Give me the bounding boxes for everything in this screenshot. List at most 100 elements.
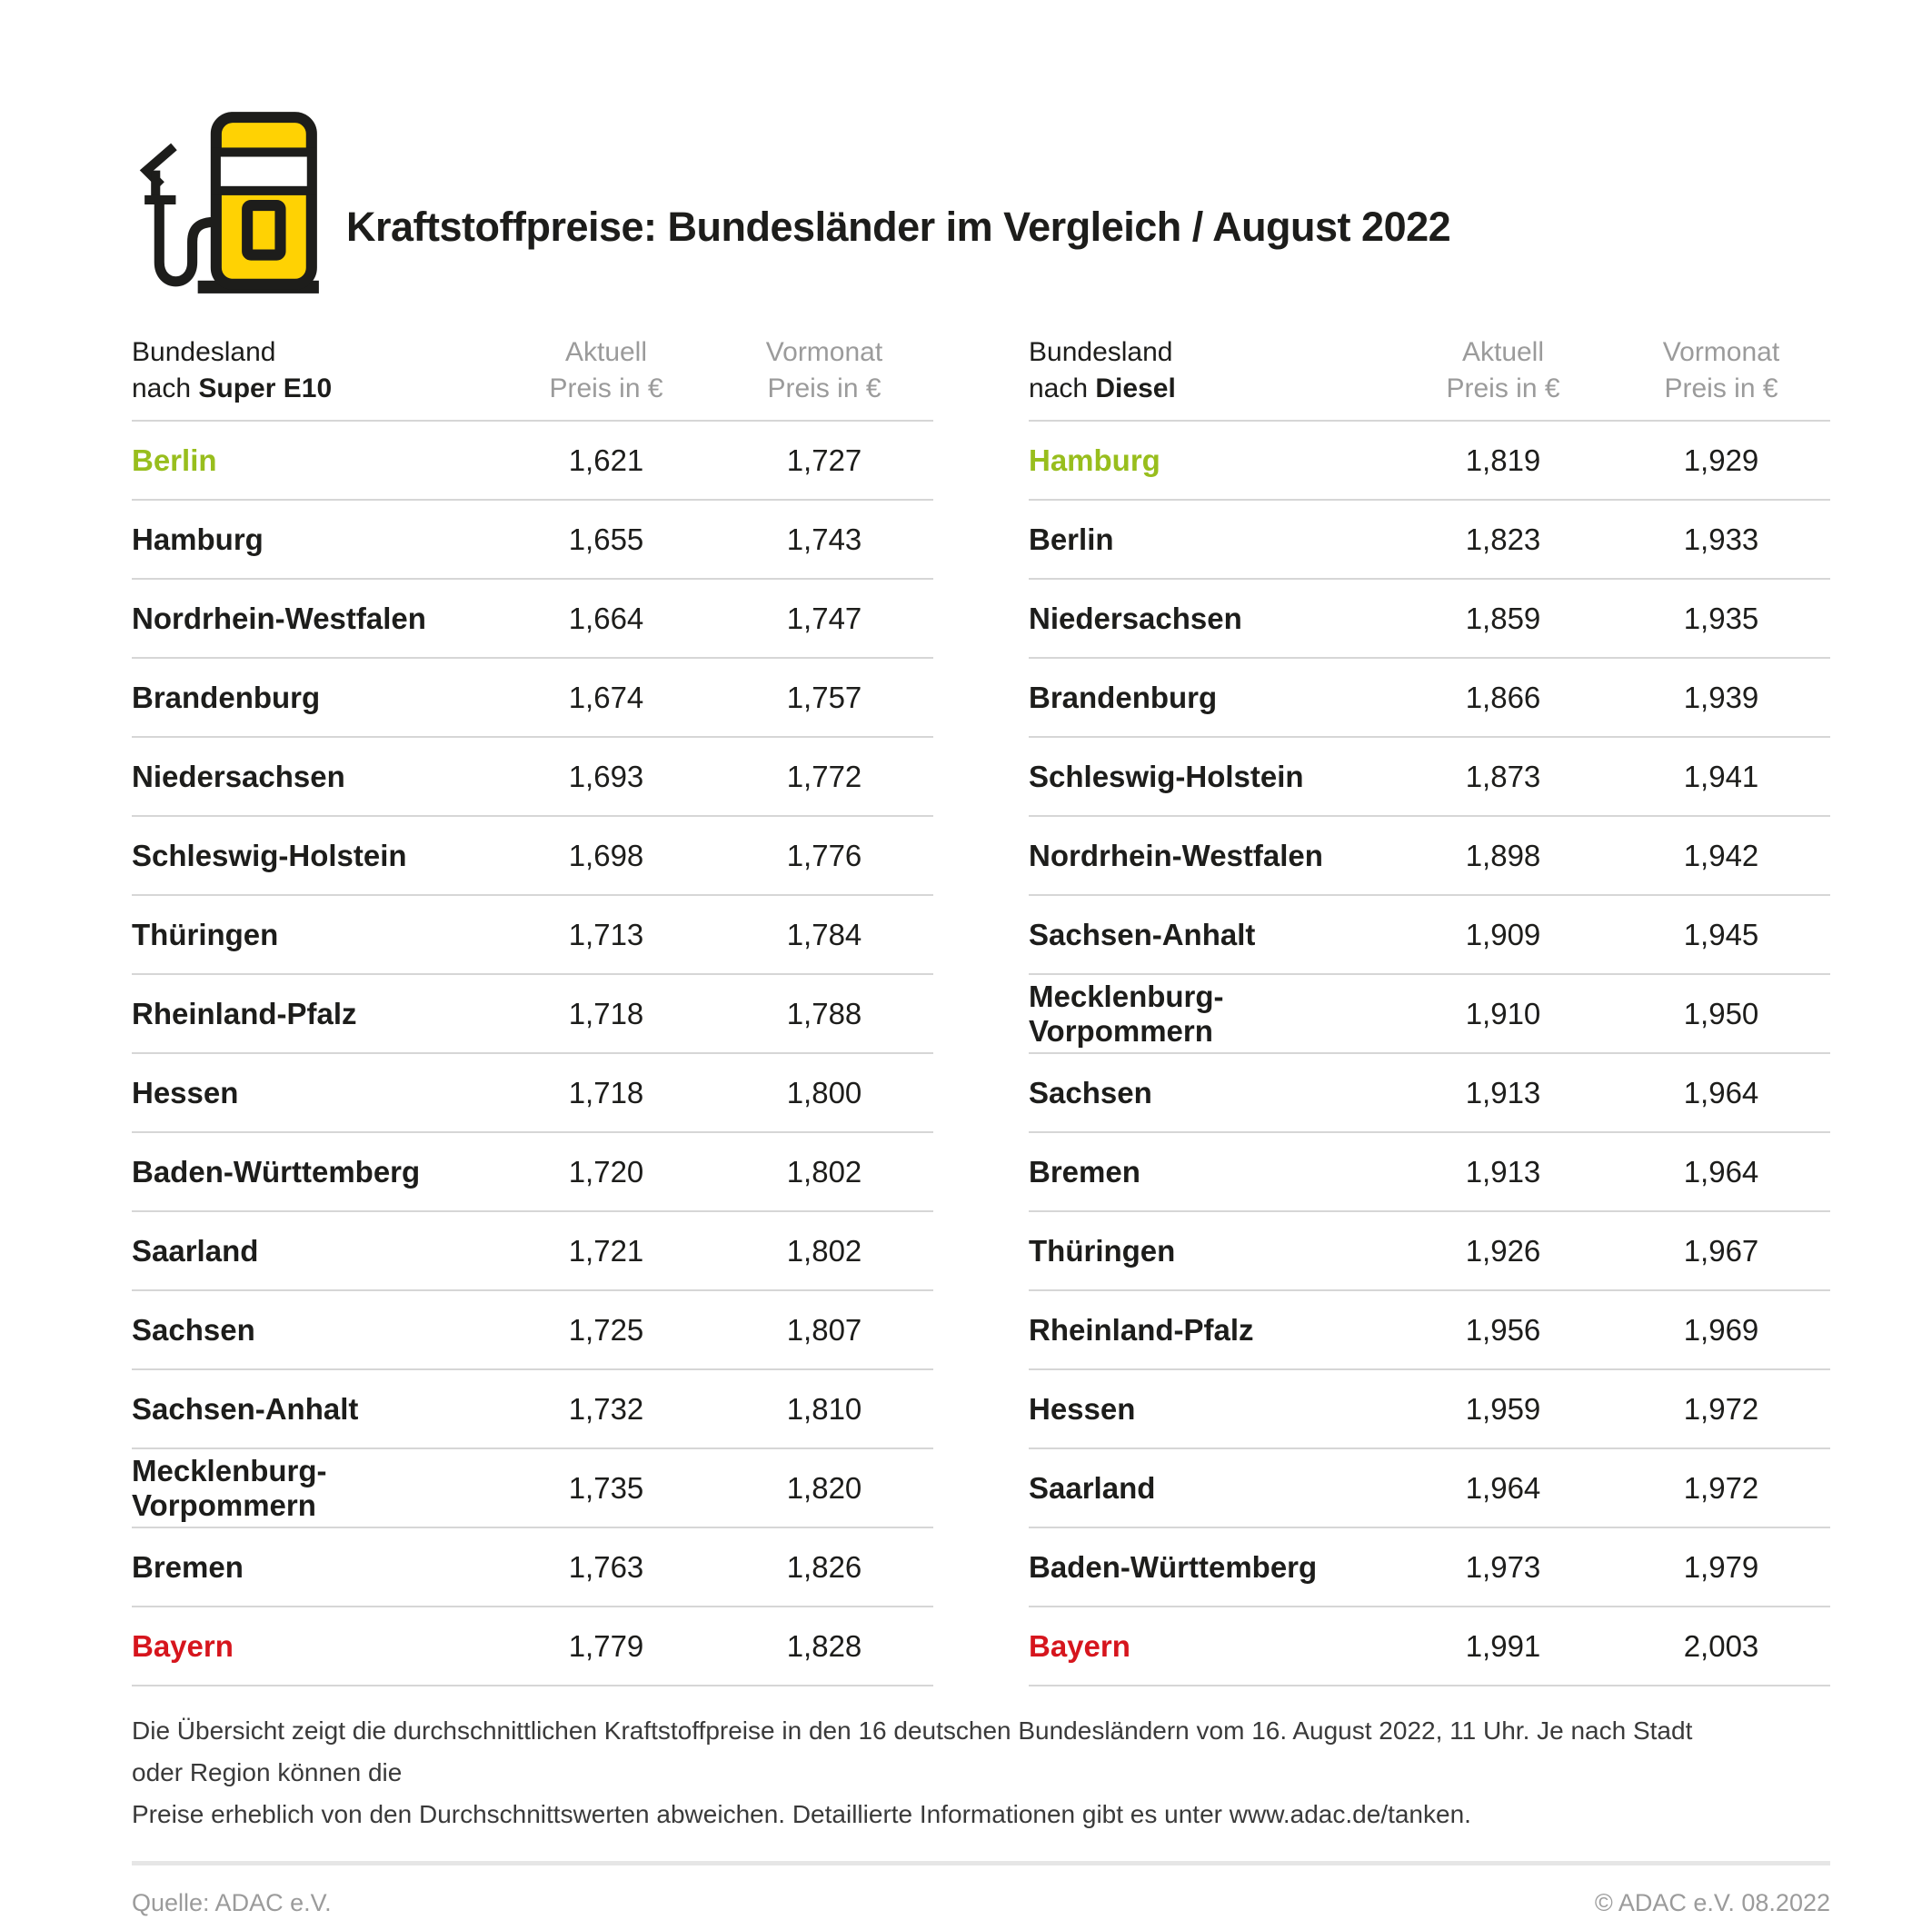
column-header-vormonat: Vormonat Preis in € (765, 337, 883, 403)
table-row: Baden-Württemberg 1,973 1,979 (1029, 1528, 1830, 1607)
fuel-type-label: Super E10 (198, 373, 333, 403)
table-row: Hamburg 1,819 1,929 (1029, 422, 1830, 501)
aktuell-price: 1,718 (568, 996, 644, 1030)
vormonat-price: 1,826 (786, 1549, 862, 1584)
table-row: Niedersachsen 1,859 1,935 (1029, 580, 1830, 659)
footnote-line-2: Preise erheblich von den Durchschnittswe… (132, 1800, 1471, 1828)
state-name: Schleswig-Holstein (1029, 759, 1304, 793)
table-row: Sachsen-Anhalt 1,732 1,810 (132, 1370, 933, 1449)
table-row: Schleswig-Holstein 1,698 1,776 (132, 817, 933, 896)
state-name: Brandenburg (1029, 680, 1218, 714)
state-name: Bremen (132, 1549, 244, 1584)
state-name: Sachsen (1029, 1075, 1152, 1109)
column-header-vormonat: Vormonat Preis in € (1662, 337, 1780, 403)
vormonat-price: 1,802 (786, 1233, 862, 1268)
table-row: Bayern 1,779 1,828 (132, 1607, 933, 1686)
state-name: Hamburg (1029, 443, 1160, 477)
vormonat-price: 1,810 (786, 1391, 862, 1426)
fuel-pump-icon (132, 102, 330, 305)
page-title: Kraftstoffpreise: Bundesländer im Vergle… (346, 204, 1451, 250)
table-row: Rheinland-Pfalz 1,718 1,788 (132, 975, 933, 1054)
column-header-aktuell: Aktuell Preis in € (549, 337, 663, 403)
aktuell-price: 1,693 (568, 759, 644, 793)
state-name: Sachsen-Anhalt (132, 1391, 359, 1426)
aktuell-price: 1,720 (568, 1154, 644, 1189)
diesel-rows: Hamburg 1,819 1,929 Berlin 1,823 1,933 Nieders… (1029, 422, 1830, 1686)
vormonat-price: 1,969 (1683, 1312, 1759, 1347)
state-name: Bayern (1029, 1628, 1130, 1663)
column-header-bundesland: Bundesland nach Super E10 (132, 337, 333, 403)
fuel-type-label: Diesel (1095, 373, 1176, 403)
aktuell-price: 1,819 (1465, 443, 1541, 477)
state-name: Baden-Württemberg (132, 1154, 421, 1189)
aktuell-price: 1,959 (1465, 1391, 1541, 1426)
state-name: Saarland (132, 1233, 259, 1268)
divider (132, 1861, 1830, 1865)
vormonat-price: 1,772 (786, 759, 862, 793)
aktuell-price: 1,873 (1465, 759, 1541, 793)
table-row: Niedersachsen 1,693 1,772 (132, 738, 933, 817)
state-name: Thüringen (1029, 1233, 1176, 1268)
aktuell-price: 1,664 (568, 601, 644, 635)
vormonat-price: 1,972 (1683, 1391, 1759, 1426)
vormonat-price: 1,933 (1683, 522, 1759, 556)
state-name: Hessen (132, 1075, 239, 1109)
aktuell-price: 1,964 (1465, 1470, 1541, 1505)
aktuell-price: 1,909 (1465, 917, 1541, 951)
aktuell-price: 1,956 (1465, 1312, 1541, 1347)
tables-container: Bundesland nach Super E10 Aktuell Preis … (132, 334, 1830, 1686)
vormonat-price: 1,743 (786, 522, 862, 556)
aktuell-price: 1,721 (568, 1233, 644, 1268)
table-row: Hamburg 1,655 1,743 (132, 501, 933, 580)
super-e10-table-header: Bundesland nach Super E10 Aktuell Preis … (132, 334, 933, 422)
vormonat-price: 1,964 (1683, 1154, 1759, 1189)
state-name: Niedersachsen (1029, 601, 1242, 635)
state-name: Sachsen-Anhalt (1029, 917, 1256, 951)
state-name: Schleswig-Holstein (132, 838, 407, 872)
aktuell-price: 1,859 (1465, 601, 1541, 635)
aktuell-price: 1,655 (568, 522, 644, 556)
state-name: Sachsen (132, 1312, 255, 1347)
state-name: Nordrhein-Westfalen (132, 601, 426, 635)
vormonat-price: 1,784 (786, 917, 862, 951)
aktuell-price: 1,713 (568, 917, 644, 951)
header: Kraftstoffpreise: Bundesländer im Vergle… (132, 102, 1830, 305)
table-row: Nordrhein-Westfalen 1,898 1,942 (1029, 817, 1830, 896)
table-row: Sachsen-Anhalt 1,909 1,945 (1029, 896, 1830, 975)
table-row: Hessen 1,959 1,972 (1029, 1370, 1830, 1449)
table-row: Sachsen 1,725 1,807 (132, 1291, 933, 1370)
aktuell-price: 1,725 (568, 1312, 644, 1347)
footnote-line-1: Die Übersicht zeigt die durchschnittlich… (132, 1716, 1693, 1786)
table-row: Saarland 1,964 1,972 (1029, 1449, 1830, 1528)
table-row: Rheinland-Pfalz 1,956 1,969 (1029, 1291, 1830, 1370)
state-name: Mecklenburg-Vorpommern (132, 1453, 327, 1522)
aktuell-price: 1,718 (568, 1075, 644, 1109)
aktuell-price: 1,898 (1465, 838, 1541, 872)
table-row: Thüringen 1,926 1,967 (1029, 1212, 1830, 1291)
diesel-table-header: Bundesland nach Diesel Aktuell Preis in … (1029, 334, 1830, 422)
table-row: Bayern 1,991 2,003 (1029, 1607, 1830, 1686)
copyright-label: © ADAC e.V. 08.2022 (1594, 1889, 1830, 1916)
table-row: Berlin 1,823 1,933 (1029, 501, 1830, 580)
table-row: Brandenburg 1,866 1,939 (1029, 659, 1830, 738)
aktuell-price: 1,732 (568, 1391, 644, 1426)
footer: Quelle: ADAC e.V. © ADAC e.V. 08.2022 (132, 1889, 1830, 1917)
table-row: Bremen 1,763 1,826 (132, 1528, 933, 1607)
aktuell-price: 1,763 (568, 1549, 644, 1584)
aktuell-price: 1,866 (1465, 680, 1541, 714)
vormonat-price: 1,979 (1683, 1549, 1759, 1584)
aktuell-price: 1,913 (1465, 1154, 1541, 1189)
table-row: Hessen 1,718 1,800 (132, 1054, 933, 1133)
table-row: Saarland 1,721 1,802 (132, 1212, 933, 1291)
footnote: Die Übersicht zeigt die durchschnittlich… (132, 1710, 1749, 1835)
vormonat-price: 1,747 (786, 601, 862, 635)
column-header-bundesland: Bundesland nach Diesel (1029, 337, 1176, 403)
vormonat-price: 1,942 (1683, 838, 1759, 872)
super-e10-table: Bundesland nach Super E10 Aktuell Preis … (132, 334, 933, 1686)
aktuell-price: 1,621 (568, 443, 644, 477)
vormonat-price: 1,788 (786, 996, 862, 1030)
aktuell-price: 1,698 (568, 838, 644, 872)
vormonat-price: 1,757 (786, 680, 862, 714)
state-name: Rheinland-Pfalz (1029, 1312, 1254, 1347)
